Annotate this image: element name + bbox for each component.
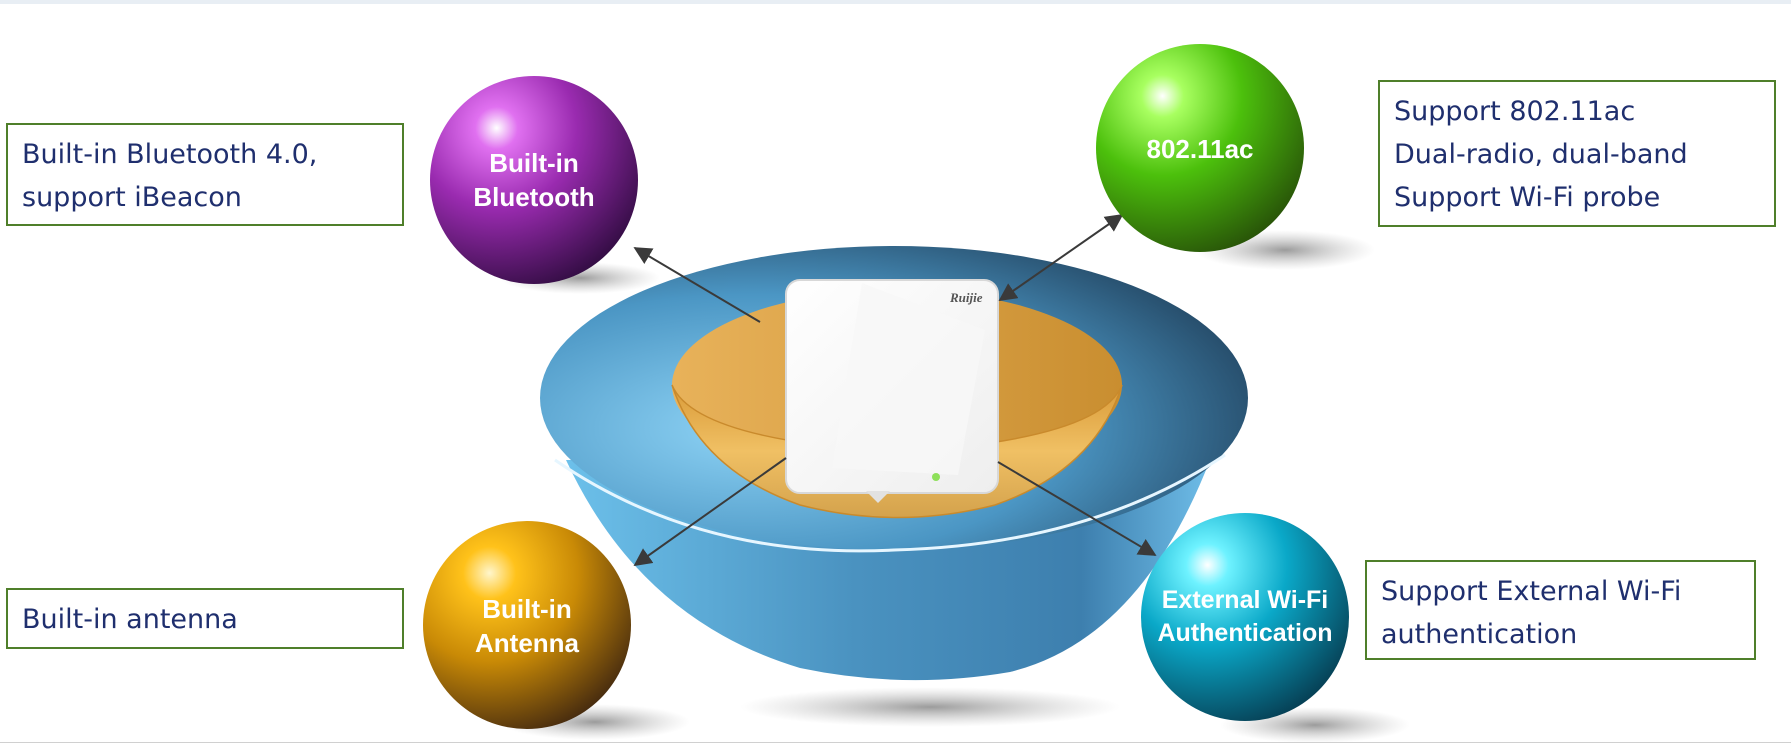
outer-bowl-rim xyxy=(554,453,1226,553)
wifi-orb: 802.11ac xyxy=(1096,44,1304,252)
external-auth-orb-line-2: Authentication xyxy=(1158,619,1333,647)
bluetooth-description-box: Built-in Bluetooth 4.0, support iBeacon xyxy=(6,123,404,226)
wifi-description-line-2: Dual-radio, dual-band xyxy=(1394,139,1688,170)
bluetooth-orb-line-2: Bluetooth xyxy=(473,182,594,212)
device-brand-logo: Ruijie xyxy=(949,290,983,305)
wifi-description-line-1: Support 802.11ac xyxy=(1394,96,1636,127)
antenna-description-line-1: Built-in antenna xyxy=(22,604,238,635)
status-led xyxy=(932,473,940,481)
antenna-orb-line-2: Antenna xyxy=(475,628,580,658)
external-auth-description-line-2: authentication xyxy=(1381,619,1578,650)
bottom-divider xyxy=(0,742,1791,743)
bluetooth-description-line-2: support iBeacon xyxy=(22,182,242,213)
antenna-orb: Built-in Antenna xyxy=(423,521,631,729)
antenna-orb-line-1: Built-in xyxy=(482,594,572,624)
antenna-description-box: Built-in antenna xyxy=(6,588,404,649)
top-edge xyxy=(0,0,1791,4)
wifi-description-box: Support 802.11ac Dual-radio, dual-band S… xyxy=(1378,80,1776,227)
wifi-description-line-3: Support Wi-Fi probe xyxy=(1394,182,1661,213)
external-auth-description-line-1: Support External Wi-Fi xyxy=(1381,576,1682,607)
arrow-to-external-auth xyxy=(997,461,1157,556)
wifi-orb-line-1: 802.11ac xyxy=(1146,134,1253,164)
external-auth-description-box: Support External Wi-Fi authentication xyxy=(1365,560,1756,660)
arrow-to-antenna xyxy=(633,457,787,567)
bluetooth-orb-line-1: Built-in xyxy=(489,148,579,178)
arrow-to-bluetooth xyxy=(633,247,761,323)
external-auth-orb: External Wi-Fi Authentication xyxy=(1141,513,1349,721)
bluetooth-description-line-1: Built-in Bluetooth 4.0, xyxy=(22,139,318,170)
bowl-shadow xyxy=(740,687,1120,727)
access-point-device: Ruijie xyxy=(785,279,999,503)
external-auth-orb-line-1: External Wi-Fi xyxy=(1162,586,1328,614)
arrow-to-wifi xyxy=(998,213,1124,302)
bluetooth-orb: Built-in Bluetooth xyxy=(430,76,638,284)
